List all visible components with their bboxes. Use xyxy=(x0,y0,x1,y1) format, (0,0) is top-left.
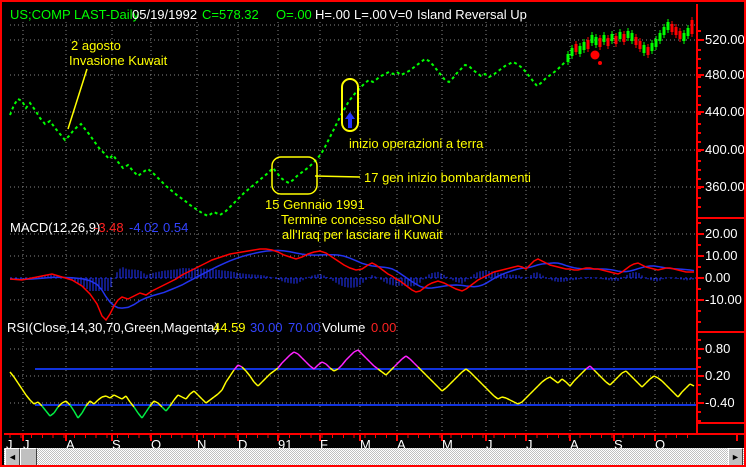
macd-value3: 0.54 xyxy=(163,220,189,235)
volume-value: 0.00 xyxy=(371,320,397,335)
annotation-invasion-line2: Invasione Kuwait xyxy=(69,53,168,68)
axes xyxy=(4,4,744,441)
horizontal-scrollbar[interactable]: ◄ ► xyxy=(4,448,744,465)
macd-lines xyxy=(9,248,695,322)
low-value: L=.00 xyxy=(354,7,387,22)
price-axis-label: 520.00 xyxy=(705,32,745,47)
open-value: O=.00 xyxy=(276,7,312,22)
macd-label: MACD(12,26,9) xyxy=(10,220,101,235)
macd-axis-label: 10.00 xyxy=(705,248,738,263)
rsi-axis-label: 0.80 xyxy=(705,341,731,356)
rsi-axis-label: 0.20 xyxy=(705,368,731,383)
scroll-right-button[interactable]: ► xyxy=(728,448,743,465)
macd-axis-label: 0.00 xyxy=(705,270,731,285)
time-axis-label: O xyxy=(655,437,666,452)
price-axis-label: 400.00 xyxy=(705,142,745,157)
close-value: C=578.32 xyxy=(202,7,259,22)
right-arrow-icon: ► xyxy=(731,452,740,462)
macd-value2: -4.02 xyxy=(129,220,159,235)
rsi-axis-label: -0.40 xyxy=(705,395,735,410)
time-axis-label: J xyxy=(486,437,493,452)
pattern-label: Island Reversal Up xyxy=(417,7,527,22)
price-series xyxy=(9,57,566,218)
rsi-level2: 70.00 xyxy=(288,320,321,335)
time-axis-label: S xyxy=(614,437,623,452)
high-value: H=.00 xyxy=(315,7,351,22)
annotation-ground-ops: inizio operazioni a terra xyxy=(349,136,484,151)
rsi-level1: 30.00 xyxy=(250,320,283,335)
volume-status: V=0 xyxy=(389,7,413,22)
annotation-shapes xyxy=(67,68,361,195)
macd-histogram xyxy=(11,267,694,291)
date-label: 05/19/1992 xyxy=(132,7,198,22)
annotation-invasion-line1: 2 agosto xyxy=(71,38,121,53)
time-axis-label: M xyxy=(442,437,453,452)
time-axis-label: O xyxy=(151,437,162,452)
annotation-ultimatum-line2: Termine concesso dall'ONU xyxy=(281,212,441,227)
volume-label: Volume xyxy=(322,320,366,335)
rsi-line xyxy=(9,349,695,419)
time-axis-label: S xyxy=(112,437,121,452)
signal-dots xyxy=(590,50,602,65)
price-axis-label: 480.00 xyxy=(705,67,745,82)
annotation-ultimatum-line1: 15 Gennaio 1991 xyxy=(265,197,365,212)
time-axis-label: 91 xyxy=(278,437,293,452)
macd-value1: -3.48 xyxy=(94,220,124,235)
annotation-ultimatum-line3: all'Iraq per lasciare il Kuwait xyxy=(282,227,443,242)
rsi-value: 44.59 xyxy=(213,320,246,335)
grid xyxy=(10,22,696,432)
rsi-label: RSI(Close,14,30,70,Green,Magenta) xyxy=(7,320,219,335)
time-axis-label: J xyxy=(23,437,30,452)
scrollbar-thumb[interactable] xyxy=(20,448,37,465)
time-axis-label: A xyxy=(397,437,406,452)
indicator-levels xyxy=(10,277,696,406)
time-axis-label: J xyxy=(6,437,13,452)
price-axis-label: 360.00 xyxy=(705,179,745,194)
time-axis-label: A xyxy=(570,437,579,452)
time-axis-label: A xyxy=(66,437,75,452)
time-axis-label: F xyxy=(320,437,328,452)
time-axis-label: N xyxy=(197,437,207,452)
scroll-left-button[interactable]: ◄ xyxy=(5,448,20,465)
time-axis-label: M xyxy=(360,437,371,452)
annotation-bombing: 17 gen inizio bombardamenti xyxy=(364,170,531,185)
macd-axis-label: 20.00 xyxy=(705,226,738,241)
macd-axis-label: -10.00 xyxy=(705,292,742,307)
time-axis-label: D xyxy=(238,437,248,452)
price-candles xyxy=(566,17,694,65)
time-axis-label: J xyxy=(526,437,533,452)
symbol-label: US;COMP LAST-Daily xyxy=(10,7,140,22)
left-arrow-icon: ◄ xyxy=(8,452,17,462)
price-axis-label: 440.00 xyxy=(705,104,745,119)
